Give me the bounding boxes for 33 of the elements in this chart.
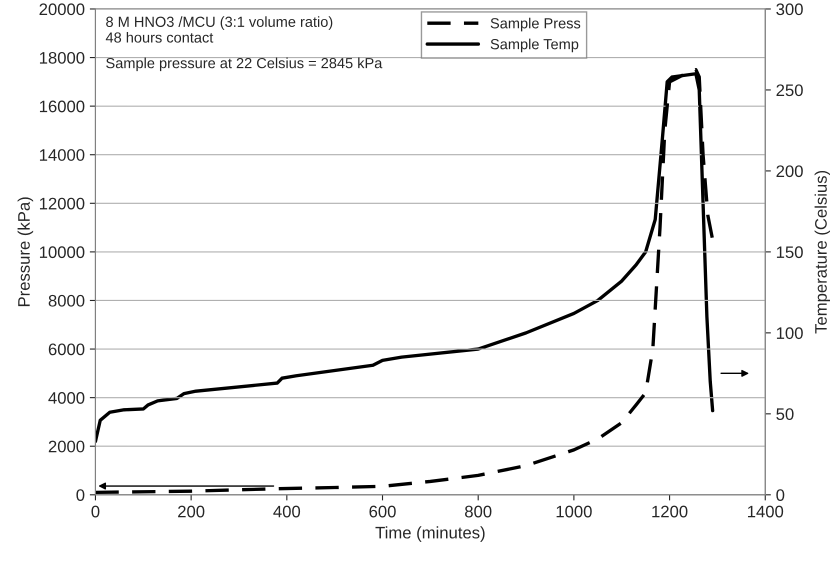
y-tick-label: 0	[76, 489, 84, 502]
y2-tick-label: 100	[776, 327, 803, 340]
y2-tick-label: 250	[776, 84, 803, 96]
y-tick-label: 4000	[48, 392, 84, 404]
y2-tick-label: 0	[776, 489, 784, 502]
y-tick-label: 20000	[40, 3, 84, 16]
x-tick-label: 1200	[652, 506, 688, 518]
x-tick-label: 400	[273, 506, 300, 518]
y-tick-label: 6000	[48, 343, 84, 356]
annotation: Sample pressure at 22 Celsius = 2845 kPa	[106, 58, 382, 72]
y2-tick-label: 50	[776, 408, 794, 420]
legend-label: Sample Press	[490, 18, 580, 32]
x-tick-label: 200	[178, 506, 204, 518]
y-tick-label: 18000	[40, 52, 84, 64]
y2-tick-label: 150	[776, 246, 803, 258]
y-tick-label: 12000	[40, 198, 84, 210]
y-tick-label: 14000	[40, 149, 84, 161]
annotation: 8 M HNO3 /MCU (3:1 volume ratio) 48 hours contact	[106, 16, 332, 43]
x-tick-label: 1400	[748, 506, 784, 518]
x-tick-label: 800	[465, 506, 492, 518]
y-tick-label: 10000	[40, 246, 84, 258]
x-tick-label: 1000	[556, 506, 592, 518]
y-tick-label: 2000	[48, 440, 84, 452]
x-tick-label: 0	[91, 506, 100, 518]
y2-tick-label: 200	[776, 165, 803, 178]
x-axis-title: Time (minutes)	[375, 526, 485, 542]
y-tick-label: 16000	[40, 100, 84, 112]
x-tick-label: 600	[369, 506, 396, 518]
legend-label: Sample Temp	[490, 38, 578, 52]
y-axis-title: Pressure (kPa)	[18, 197, 34, 306]
y2-axis-title: Temperature (Celsius)	[814, 170, 830, 334]
y-tick-label: 8000	[48, 294, 84, 307]
y2-tick-label: 300	[776, 3, 803, 16]
